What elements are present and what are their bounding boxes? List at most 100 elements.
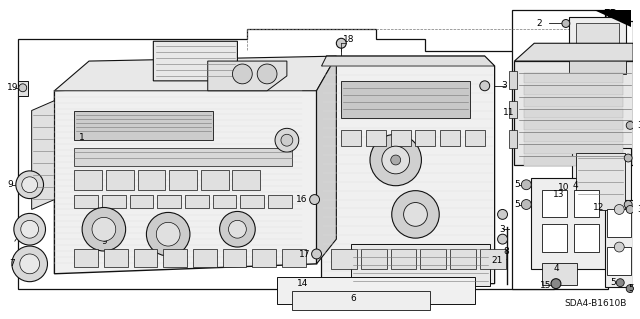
Bar xyxy=(366,130,386,146)
Bar xyxy=(232,170,260,190)
Bar xyxy=(185,195,209,209)
Bar xyxy=(465,130,484,146)
Circle shape xyxy=(382,146,410,174)
Bar xyxy=(450,249,476,269)
Text: 4: 4 xyxy=(573,181,579,190)
Text: 3: 3 xyxy=(637,205,640,214)
Bar xyxy=(332,249,357,269)
Bar xyxy=(524,97,623,107)
Bar xyxy=(212,195,236,209)
Bar xyxy=(341,81,470,118)
Bar xyxy=(574,224,598,252)
Text: 5: 5 xyxy=(515,200,520,209)
Bar xyxy=(440,130,460,146)
Circle shape xyxy=(404,203,428,226)
Text: 3: 3 xyxy=(500,225,506,234)
Bar xyxy=(223,249,246,267)
Text: 15: 15 xyxy=(540,281,552,290)
Circle shape xyxy=(228,220,246,238)
Bar xyxy=(391,249,417,269)
Circle shape xyxy=(551,279,561,289)
Circle shape xyxy=(626,205,634,213)
Bar xyxy=(569,59,626,74)
Text: 18: 18 xyxy=(342,35,354,44)
Bar xyxy=(252,249,276,267)
Circle shape xyxy=(522,200,531,210)
Circle shape xyxy=(275,128,299,152)
Polygon shape xyxy=(321,56,495,66)
Bar xyxy=(341,130,361,146)
Text: 14: 14 xyxy=(297,279,308,288)
Polygon shape xyxy=(208,61,287,91)
Bar xyxy=(524,85,623,95)
Circle shape xyxy=(22,177,38,193)
Bar xyxy=(607,247,631,275)
Circle shape xyxy=(626,285,634,293)
Bar xyxy=(572,148,631,219)
Text: 16: 16 xyxy=(296,195,307,204)
Text: 11: 11 xyxy=(503,108,514,117)
Bar xyxy=(542,263,577,285)
Polygon shape xyxy=(515,43,633,61)
Bar xyxy=(391,130,410,146)
Polygon shape xyxy=(317,56,337,264)
Circle shape xyxy=(257,64,277,84)
Circle shape xyxy=(624,154,632,162)
Circle shape xyxy=(614,204,624,214)
Polygon shape xyxy=(18,81,28,96)
Circle shape xyxy=(522,180,531,190)
Bar xyxy=(542,224,567,252)
Bar xyxy=(605,200,633,286)
Circle shape xyxy=(147,212,190,256)
Text: 12: 12 xyxy=(593,203,604,212)
Bar xyxy=(420,249,446,269)
Circle shape xyxy=(82,207,125,251)
Text: 9: 9 xyxy=(7,180,13,189)
Circle shape xyxy=(12,246,47,282)
Text: 5: 5 xyxy=(515,180,520,189)
Bar xyxy=(509,130,517,148)
Circle shape xyxy=(392,191,439,238)
Circle shape xyxy=(19,84,27,92)
Polygon shape xyxy=(54,56,337,91)
Bar xyxy=(509,71,517,89)
Bar xyxy=(74,170,102,190)
Circle shape xyxy=(232,64,252,84)
Bar xyxy=(524,132,623,142)
Circle shape xyxy=(220,211,255,247)
Text: 9: 9 xyxy=(101,237,107,246)
Bar xyxy=(351,244,490,286)
Circle shape xyxy=(497,210,508,219)
Bar xyxy=(104,249,127,267)
Polygon shape xyxy=(513,10,633,289)
Text: 10: 10 xyxy=(558,183,570,192)
Circle shape xyxy=(20,254,40,274)
Text: 3: 3 xyxy=(637,121,640,130)
Circle shape xyxy=(312,249,321,259)
Bar xyxy=(576,153,625,211)
Polygon shape xyxy=(154,41,237,81)
Polygon shape xyxy=(531,178,609,269)
Bar xyxy=(524,156,623,166)
Bar xyxy=(292,291,430,310)
Text: 5: 5 xyxy=(628,284,634,293)
Bar xyxy=(524,108,623,118)
Bar xyxy=(193,249,217,267)
Bar xyxy=(524,121,623,130)
Bar xyxy=(74,148,292,166)
Text: 3: 3 xyxy=(502,81,508,90)
Circle shape xyxy=(497,234,508,244)
Bar xyxy=(157,195,181,209)
Bar xyxy=(268,195,292,209)
Bar xyxy=(241,195,264,209)
Circle shape xyxy=(92,217,116,241)
Bar xyxy=(138,170,165,190)
Bar xyxy=(524,73,623,83)
Bar xyxy=(74,195,98,209)
Circle shape xyxy=(626,122,634,129)
Bar xyxy=(201,170,228,190)
Circle shape xyxy=(156,222,180,246)
Bar xyxy=(277,277,475,304)
Bar xyxy=(415,130,435,146)
Bar xyxy=(480,249,506,269)
